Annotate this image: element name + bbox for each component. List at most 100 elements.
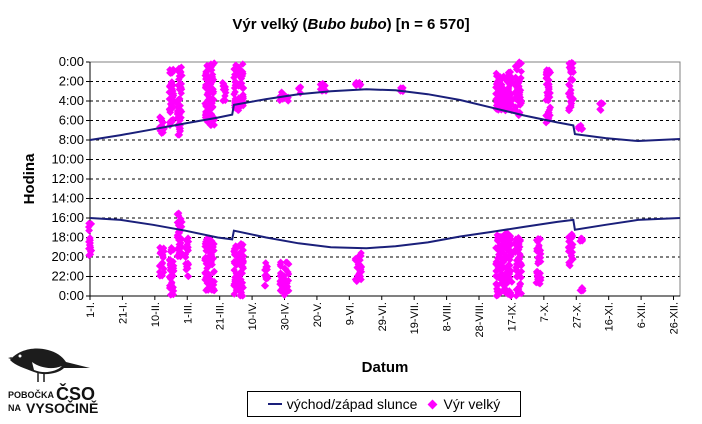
owl-point bbox=[230, 73, 238, 82]
legend-item-owl: Výr velký bbox=[427, 396, 500, 412]
y-tick-label: 12:00 bbox=[51, 171, 84, 186]
x-tick-label: 16-XI. bbox=[604, 302, 616, 331]
owl-point bbox=[278, 284, 286, 292]
owl-point bbox=[493, 281, 501, 290]
x-tick-label: 1-III. bbox=[182, 302, 194, 324]
owl-point bbox=[239, 292, 247, 300]
owl-point bbox=[516, 251, 524, 260]
owl-point bbox=[208, 75, 216, 83]
owl-point bbox=[169, 257, 177, 266]
owl-point bbox=[494, 86, 503, 95]
owl-point bbox=[221, 92, 229, 100]
owl-point bbox=[500, 97, 508, 106]
owl-point bbox=[276, 260, 285, 269]
owl-point bbox=[207, 87, 216, 96]
y-tick-label: 20:00 bbox=[51, 249, 84, 264]
owl-point bbox=[205, 110, 213, 119]
owl-point bbox=[202, 72, 210, 80]
y-tick-label: 4:00 bbox=[59, 93, 84, 108]
legend-label-owl: Výr velký bbox=[443, 396, 501, 412]
y-tick-label: 0:00 bbox=[59, 288, 84, 303]
y-tick-label: 10:00 bbox=[51, 152, 84, 167]
owl-point bbox=[504, 245, 513, 253]
x-tick-label: 8-VIII. bbox=[442, 302, 454, 331]
bird-logo-icon bbox=[8, 348, 90, 382]
owl-point bbox=[504, 290, 512, 299]
owl-point bbox=[159, 128, 167, 137]
owl-point bbox=[280, 291, 289, 299]
owl-point bbox=[505, 74, 513, 82]
owl-point bbox=[85, 241, 94, 249]
owl-point bbox=[565, 258, 573, 267]
owl-point bbox=[174, 81, 182, 90]
owl-point bbox=[168, 78, 176, 86]
owl-point bbox=[233, 276, 241, 284]
legend-line-swatch bbox=[267, 403, 282, 405]
y-tick-label: 2:00 bbox=[59, 74, 84, 89]
owl-point bbox=[507, 267, 515, 275]
owl-point bbox=[494, 254, 502, 262]
y-tick-label: 8:00 bbox=[59, 132, 84, 147]
x-tick-label: 17-IX. bbox=[506, 302, 518, 331]
owl-point bbox=[157, 116, 165, 124]
owl-point bbox=[516, 280, 525, 289]
logo-line2: NA bbox=[8, 403, 21, 413]
owl-point bbox=[184, 272, 193, 281]
y-axis-title: Hodina bbox=[21, 153, 38, 204]
owl-point bbox=[184, 234, 192, 242]
x-tick-label: 10-IV. bbox=[247, 302, 259, 330]
owl-point bbox=[202, 260, 210, 268]
owl-point bbox=[230, 290, 238, 298]
owl-point bbox=[205, 61, 214, 70]
owl-point bbox=[263, 262, 272, 271]
x-tick-label: 29-VI. bbox=[377, 302, 389, 331]
owl-point bbox=[534, 238, 542, 246]
y-tick-label: 16:00 bbox=[51, 210, 84, 225]
x-tick-label: 9-VI. bbox=[344, 302, 356, 325]
owl-point bbox=[176, 67, 184, 75]
owl-point bbox=[236, 69, 245, 78]
owl-point bbox=[235, 284, 244, 292]
owl-point bbox=[175, 116, 183, 124]
owl-point bbox=[169, 290, 178, 299]
owl-point bbox=[85, 219, 93, 228]
owl-point bbox=[158, 259, 167, 267]
owl-point bbox=[517, 267, 526, 276]
owl-point bbox=[514, 77, 523, 86]
owl-point bbox=[533, 269, 541, 277]
chart-title: Výr velký (Bubo bubo) [n = 6 570] bbox=[232, 16, 470, 33]
x-tick-label: 30-IV. bbox=[280, 302, 292, 330]
owl-point bbox=[504, 271, 512, 280]
sunset-line bbox=[89, 88, 681, 143]
owl-point bbox=[210, 267, 218, 276]
owl-point bbox=[494, 233, 502, 242]
owl-point bbox=[202, 102, 210, 111]
x-tick-label: 10-II. bbox=[150, 302, 162, 327]
owl-point bbox=[353, 277, 361, 286]
owl-point bbox=[535, 257, 543, 265]
owl-point bbox=[169, 90, 178, 98]
owl-point bbox=[500, 231, 508, 240]
owl-point bbox=[517, 96, 525, 105]
x-tick-label: 1-I. bbox=[85, 302, 97, 318]
x-tick-label: 21-III. bbox=[215, 302, 227, 330]
owl-point bbox=[177, 215, 185, 223]
legend-label-sun: východ/západ slunce bbox=[286, 396, 418, 412]
owl-point bbox=[492, 292, 501, 300]
owl-point bbox=[512, 62, 520, 70]
logo-line1: POBOČKA bbox=[8, 390, 55, 400]
owl-point bbox=[507, 252, 515, 260]
owl-point bbox=[261, 282, 269, 290]
owl-point bbox=[351, 80, 360, 88]
owl-point bbox=[499, 72, 508, 80]
legend-item-sun: východ/západ slunce bbox=[267, 396, 418, 412]
owl-point bbox=[237, 268, 245, 276]
owl-point bbox=[492, 244, 500, 252]
y-tick-label: 0:00 bbox=[59, 54, 84, 69]
owl-point bbox=[231, 65, 240, 73]
owl-point bbox=[208, 253, 216, 261]
owl-point bbox=[496, 275, 505, 283]
owl-point bbox=[176, 248, 184, 256]
owl-point bbox=[495, 260, 503, 268]
